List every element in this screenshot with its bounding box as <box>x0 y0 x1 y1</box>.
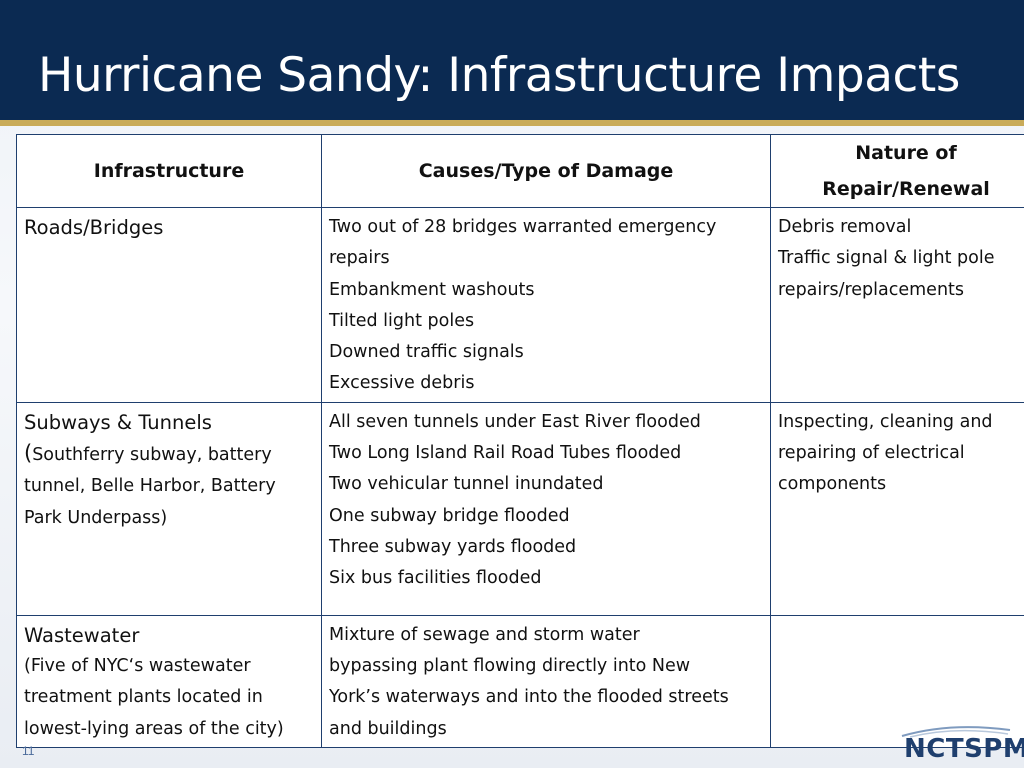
cell-repair-empty <box>770 614 1024 748</box>
title-accent-rule <box>0 120 1024 126</box>
cause-item: bypassing plant flowing directly into Ne… <box>329 656 691 677</box>
impacts-table-container: Infrastructure Causes/Type of Damage Nat… <box>16 134 1024 748</box>
cause-item: and buildings <box>329 718 447 739</box>
table-header-row: Infrastructure Causes/Type of Damage Nat… <box>16 134 1024 208</box>
cause-item: Tilted light poles <box>329 310 475 331</box>
header-repair: Nature of Repair/Renewal <box>770 134 1024 208</box>
infrastructure-name: Subways & Tunnels <box>24 410 212 434</box>
logo-swoosh-icon <box>901 726 1011 738</box>
cause-item: Two out of 28 bridges warranted emergenc… <box>329 217 717 237</box>
cell-repair: Debris removal Traffic signal & light po… <box>770 207 1024 403</box>
cause-item: One subway bridge flooded <box>329 505 570 526</box>
cause-item: Mixture of sewage and storm water <box>329 624 640 645</box>
cause-item: repairs <box>329 248 390 269</box>
detail-text: Southferry subway, battery tunnel, Belle… <box>24 445 276 528</box>
repair-item: Debris removal <box>778 217 912 237</box>
header-repair-line-1: Nature of <box>855 142 957 164</box>
cell-infrastructure: Wastewater (Five of NYC‘s wastewater tre… <box>16 614 322 748</box>
cause-item: Excessive debris <box>329 373 475 394</box>
cell-infrastructure: Roads/Bridges <box>16 207 322 403</box>
repair-item: repairs/replacements <box>778 279 965 300</box>
slide-number: 11 <box>22 744 35 758</box>
infrastructure-name: Roads/Bridges <box>24 216 164 239</box>
cause-item: Six bus facilities flooded <box>329 568 542 589</box>
cause-item: Two vehicular tunnel inundated <box>329 474 604 495</box>
repair-item: components <box>778 474 887 495</box>
cause-item: Embankment washouts <box>329 279 535 300</box>
title-bar: Hurricane Sandy: Infrastructure Impacts <box>0 0 1024 120</box>
cause-item: Three subway yards flooded <box>329 536 577 557</box>
infrastructure-detail: (Southferry subway, battery tunnel, Bell… <box>24 438 314 534</box>
header-infrastructure: Infrastructure <box>16 134 322 208</box>
cell-causes: Two out of 28 bridges warranted emergenc… <box>321 207 771 403</box>
infrastructure-detail: (Five of NYC‘s wastewater treatment plan… <box>24 656 284 739</box>
cause-item: Two Long Island Rail Road Tubes flooded <box>329 443 682 464</box>
cause-item: Downed traffic signals <box>329 342 524 363</box>
header-causes: Causes/Type of Damage <box>321 134 771 208</box>
table-row: Subways & Tunnels (Southferry subway, ba… <box>16 401 1024 616</box>
infrastructure-name: Wastewater <box>24 623 140 647</box>
cell-causes: Mixture of sewage and storm water bypass… <box>321 614 771 748</box>
cause-item: York’s waterways and into the flooded st… <box>329 687 729 708</box>
repair-item: Inspecting, cleaning and <box>778 411 993 432</box>
cell-repair: Inspecting, cleaning and repairing of el… <box>770 401 1024 616</box>
repair-item: Traffic signal & light pole <box>778 248 995 269</box>
detail-open-paren: ( <box>24 441 33 466</box>
cell-causes: All seven tunnels under East River flood… <box>321 401 771 616</box>
nctspm-logo: NCTSPM <box>904 734 1024 764</box>
header-repair-line-2: Repair/Renewal <box>822 178 990 200</box>
slide-title: Hurricane Sandy: Infrastructure Impacts <box>38 48 960 103</box>
table-row: Roads/Bridges Two out of 28 bridges warr… <box>16 207 1024 403</box>
repair-item: repairing of electrical <box>778 443 965 464</box>
impacts-table: Infrastructure Causes/Type of Damage Nat… <box>16 134 1024 748</box>
cell-infrastructure: Subways & Tunnels (Southferry subway, ba… <box>16 401 322 616</box>
table-row: Wastewater (Five of NYC‘s wastewater tre… <box>16 614 1024 748</box>
cause-item: All seven tunnels under East River flood… <box>329 411 701 432</box>
